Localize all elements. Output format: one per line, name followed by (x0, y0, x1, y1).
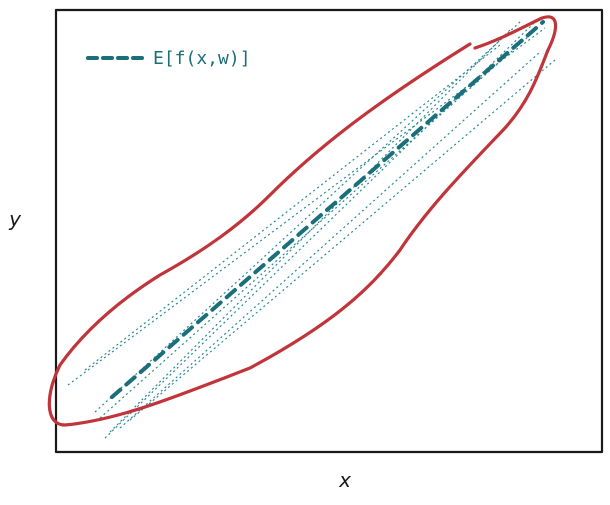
mean-line (110, 20, 545, 399)
x-axis-label: x (338, 468, 351, 492)
sample-lines (67, 21, 556, 439)
uncertainty-envelope (47, 15, 558, 427)
y-axis-label: y (8, 207, 22, 231)
sample-line (67, 27, 546, 386)
plot-frame (54, 8, 604, 454)
legend: E[f(x,w)] (86, 48, 251, 69)
sample-line (84, 44, 501, 371)
sample-line (94, 21, 521, 413)
sample-line (99, 34, 531, 419)
sample-line (129, 59, 556, 421)
legend-label: E[f(x,w)] (153, 48, 251, 69)
sample-line (119, 51, 541, 429)
